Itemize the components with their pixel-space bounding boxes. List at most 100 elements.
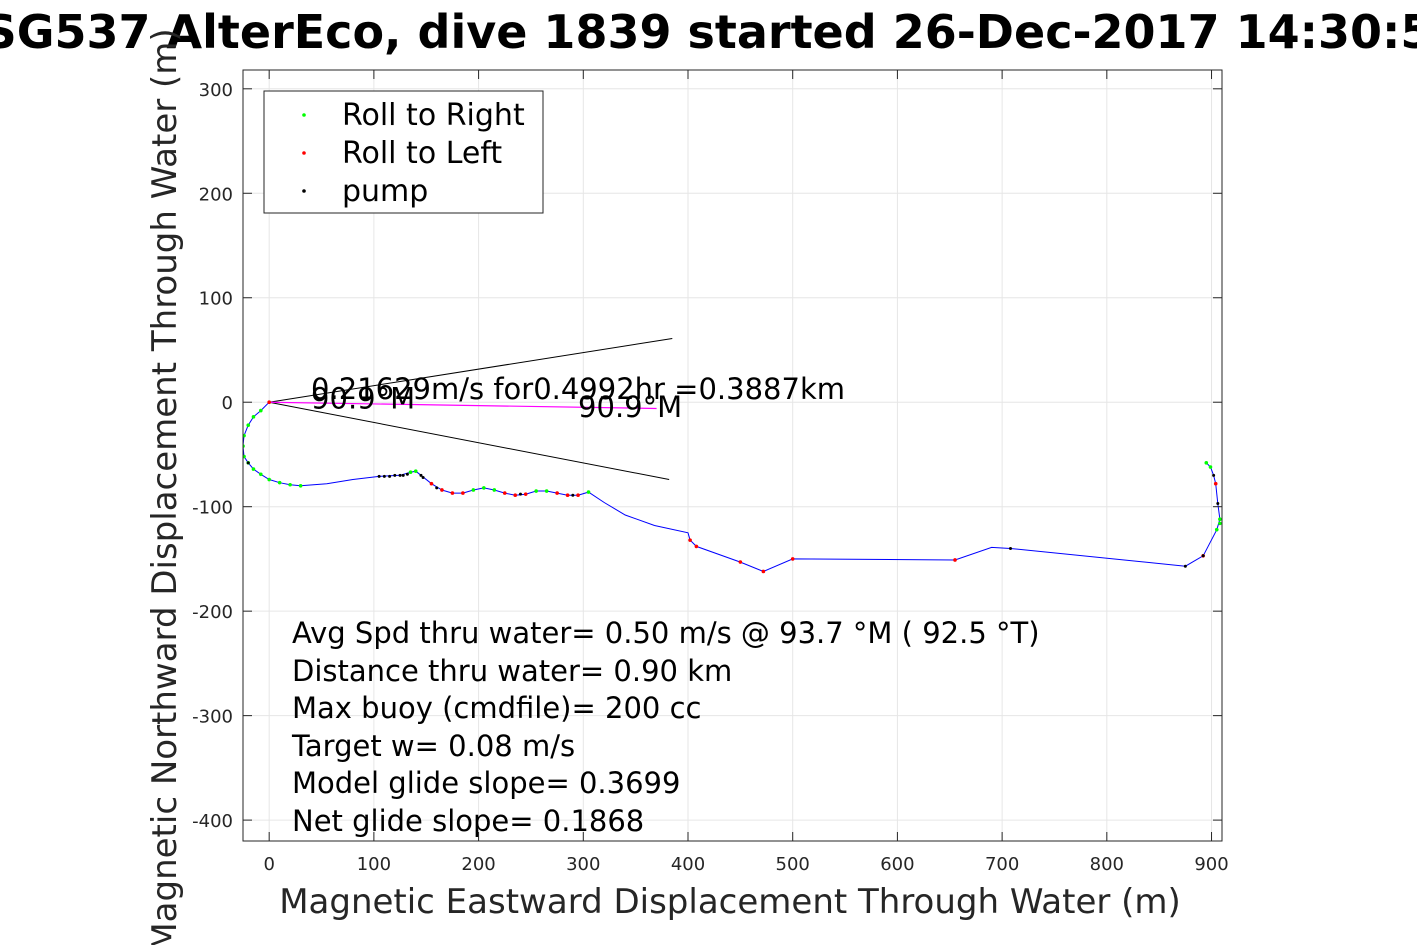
roll-left-point: [440, 488, 444, 492]
pump-point: [405, 472, 409, 476]
roll-left-point: [502, 491, 507, 495]
heading-cone-line-upper: [269, 337, 673, 403]
roll-right-point: [246, 423, 251, 428]
roll-left-point: [461, 491, 465, 495]
x-axis-label: Magnetic Eastward Displacement Through W…: [279, 882, 1181, 922]
plot-content: [243, 337, 1222, 574]
current-annotation-1: 90.9°M: [311, 381, 415, 415]
x-tick-label: 900: [1194, 854, 1228, 875]
current-annotation-2: 90.9°M: [578, 390, 682, 424]
roll-right-point: [277, 480, 282, 485]
roll-right-point: [544, 489, 549, 493]
roll-left-point: [688, 538, 692, 542]
pump-point: [377, 474, 381, 478]
y-tick-label: 200: [199, 184, 233, 205]
stat-distance: Distance thru water= 0.90 km: [292, 654, 732, 688]
pump-point: [1201, 554, 1205, 558]
roll-left-point: [694, 544, 699, 549]
pump-point: [382, 474, 386, 478]
pump-point: [435, 486, 439, 490]
roll-right-point: [413, 469, 418, 473]
chart-title: SG537 AlterEco, dive 1839 started 26-Dec…: [0, 5, 1417, 59]
y-tick-label: 100: [199, 289, 233, 310]
roll-left-point: [565, 493, 570, 497]
grid-lines: [243, 70, 1222, 841]
axis-ticks: 0 100 200 300 400 500 600 700 800 900 300 200 100 0 -1…: [192, 70, 1229, 875]
roll-right-point: [288, 482, 292, 487]
pump-point: [393, 473, 397, 477]
current-vector-line: [269, 401, 657, 410]
x-tick-label: 0: [263, 854, 274, 875]
stat-model-glide-slope: Model glide slope= 0.3699: [292, 766, 680, 800]
pump-point: [1183, 564, 1187, 568]
pump-point: [398, 473, 402, 477]
y-tick-label: 300: [199, 80, 233, 101]
pump-point: [246, 461, 250, 465]
legend-marker-pump: [302, 189, 306, 193]
x-tick-label: 600: [880, 854, 914, 875]
roll-right-point: [1204, 461, 1209, 465]
roll-left-point: [513, 493, 518, 497]
legend-box: [263, 90, 544, 214]
legend: Roll to Right Roll to Left pump: [263, 90, 544, 214]
stat-avg-speed: Avg Spd thru water= 0.50 m/s @ 93.7 °M (…: [292, 616, 1040, 650]
y-axis-label: Magnetic Northward Displacement Through …: [145, 28, 185, 945]
legend-label-roll-right: Roll to Right: [342, 98, 525, 133]
roll-right-point: [267, 477, 271, 482]
legend-marker-roll-right: [302, 113, 306, 117]
x-tick-label: 500: [776, 854, 810, 875]
roll-left-point: [1213, 481, 1218, 486]
pump-point: [571, 493, 575, 497]
x-tick-label: 400: [671, 854, 705, 875]
pump-point: [421, 475, 425, 479]
roll-right-point: [1218, 521, 1222, 526]
plot-frame: [242, 69, 1223, 842]
x-tick-label: 700: [985, 854, 1019, 875]
roll-right-point: [259, 472, 263, 477]
roll-right-point: [1214, 527, 1219, 532]
pump-point: [419, 473, 423, 477]
legend-label-pump: pump: [342, 174, 428, 209]
roll-left-point: [523, 492, 528, 496]
roll-right-point: [243, 454, 246, 459]
roll-left-point: [429, 481, 434, 486]
stat-max-buoy: Max buoy (cmdfile)= 200 cc: [292, 691, 701, 725]
stat-net-glide-slope: Net glide slope= 0.1868: [292, 804, 644, 838]
pump-point: [1216, 502, 1220, 506]
roll-right-point: [259, 408, 263, 413]
pump-point: [401, 473, 405, 477]
roll-left-point: [953, 558, 957, 562]
roll-left-point: [761, 569, 766, 574]
x-tick-label: 100: [357, 854, 391, 875]
x-tick-label: 800: [1090, 854, 1124, 875]
y-tick-label: -100: [192, 498, 233, 519]
roll-left-point: [555, 491, 559, 495]
x-tick-label: 300: [566, 854, 600, 875]
roll-right-point: [243, 433, 246, 438]
x-tick-label: 200: [461, 854, 495, 875]
roll-left-point: [450, 491, 455, 495]
pump-point: [518, 492, 522, 496]
roll-left-point: [738, 560, 743, 564]
roll-left-point: [790, 557, 795, 561]
roll-right-point: [471, 488, 476, 492]
dive-track-line: [243, 401, 1221, 573]
y-tick-label: 0: [222, 393, 233, 414]
legend-label-roll-left: Roll to Left: [342, 136, 502, 171]
y-tick-label: -200: [192, 602, 233, 623]
roll-right-point: [408, 470, 413, 475]
y-tick-label: -400: [192, 811, 233, 832]
roll-right-point: [482, 486, 486, 490]
pump-point: [1008, 546, 1012, 550]
roll-right-point: [298, 483, 303, 488]
y-tick-label: -300: [192, 707, 233, 728]
roll-left-point: [576, 493, 580, 497]
roll-right-point: [251, 467, 256, 471]
roll-right-point: [251, 415, 256, 419]
roll-right-point: [492, 488, 497, 492]
pump-point: [1212, 473, 1216, 477]
pump-point: [388, 474, 392, 478]
roll-right-point: [586, 490, 591, 494]
